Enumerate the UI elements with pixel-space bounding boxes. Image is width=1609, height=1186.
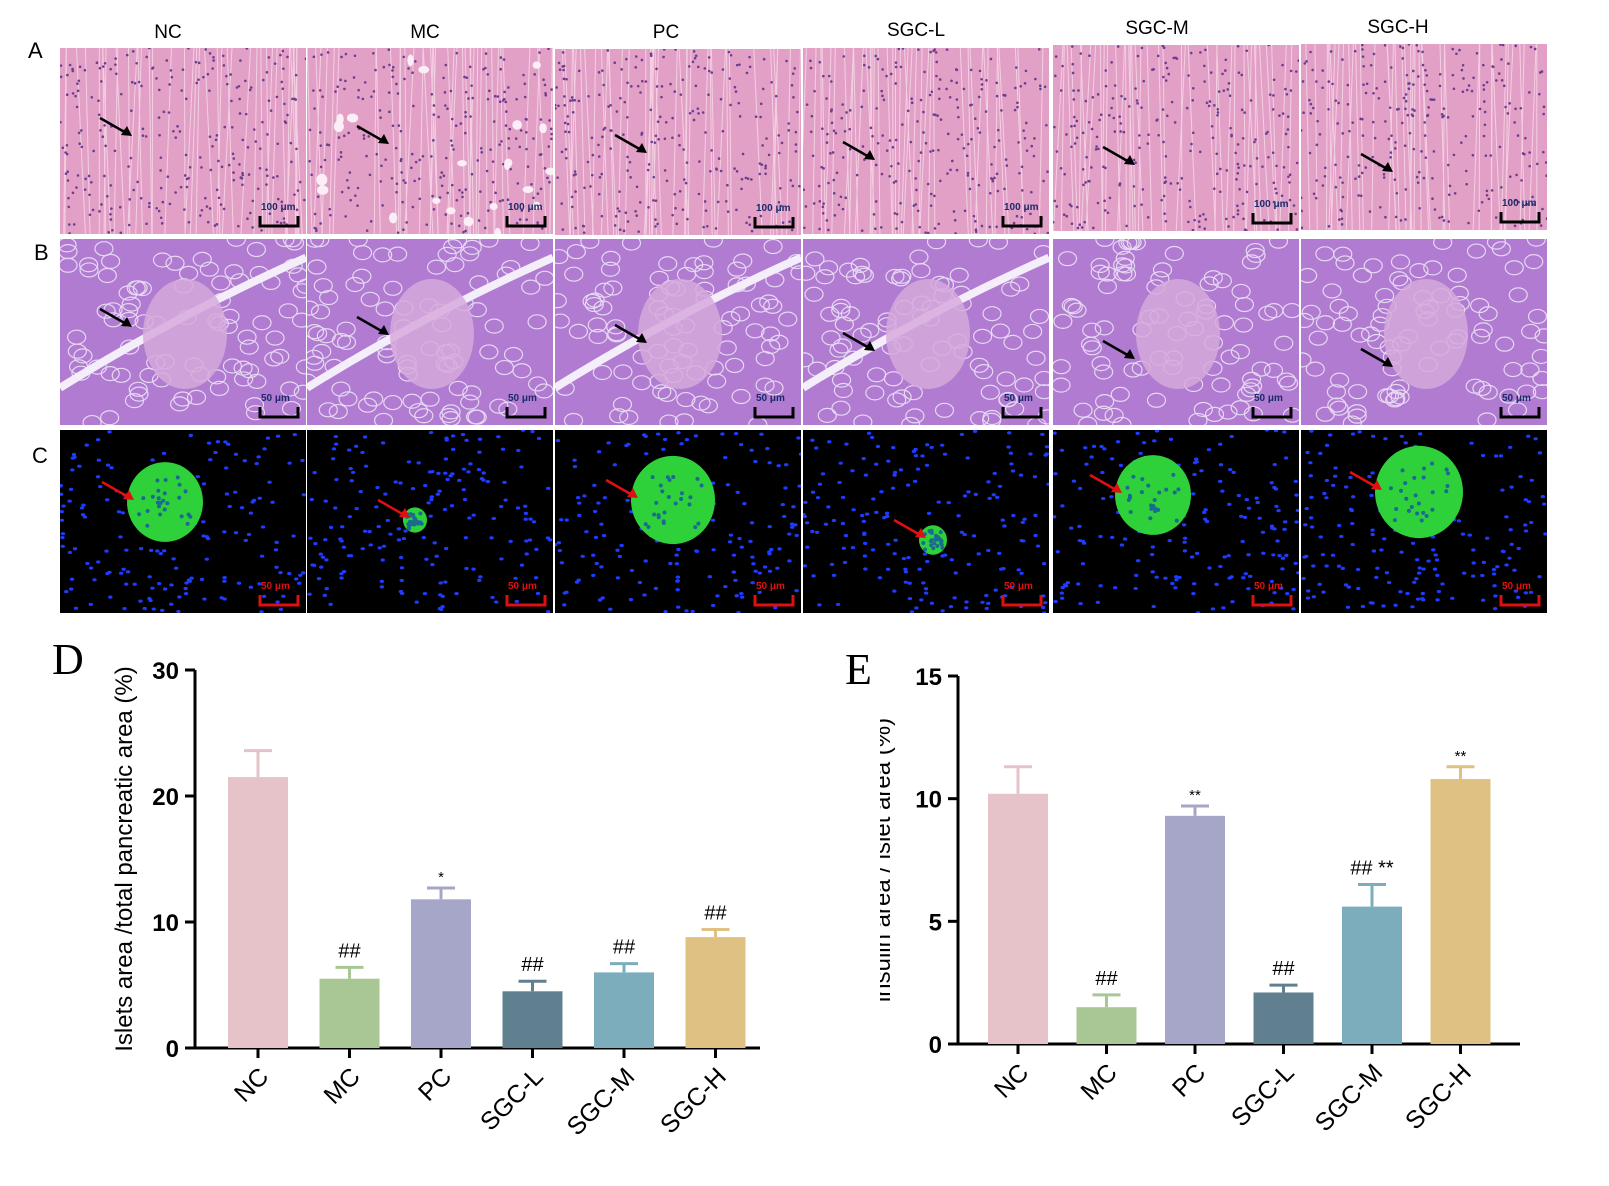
- micrograph-b-sgc-m: 50 μm: [1053, 239, 1299, 425]
- panel-label-a: A: [28, 38, 43, 63]
- x-tick-label: NC: [229, 1062, 274, 1107]
- scale-bar-label: 50 μm: [261, 393, 290, 404]
- x-tick-label: PC: [413, 1062, 457, 1106]
- column-label-sgc-m: SGC-M: [1125, 18, 1189, 39]
- significance-label: ##: [1272, 958, 1295, 980]
- scale-bar-label: 50 μm: [508, 581, 537, 592]
- scale-bar-label: 100 μm: [1254, 199, 1289, 210]
- y-tick-label: 30: [152, 658, 179, 685]
- y-tick-label: 0: [929, 1032, 942, 1059]
- y-tick-label: 10: [915, 787, 942, 814]
- significance-label: ##: [704, 903, 727, 925]
- chart-insulin-area: 0 5 10 15 insulin area / islet area (%) NC MC #…: [880, 664, 1520, 1137]
- bar-sgc-m: [1342, 906, 1402, 1044]
- scale-bar-label: 50 μm: [1254, 581, 1283, 592]
- bar-pc: [1165, 815, 1225, 1044]
- y-tick-label: 0: [166, 1036, 179, 1063]
- scale-bar-label: 100 μm: [508, 202, 543, 213]
- scale-bar-label: 100 μm: [1502, 198, 1537, 209]
- panel-label-e: E: [845, 645, 872, 694]
- x-tick-label: SGC-M: [562, 1062, 641, 1141]
- x-tick-label: MC: [1075, 1058, 1122, 1105]
- micrograph-c-sgc-h: 50 μm: [1301, 430, 1547, 613]
- y-tick-label: 15: [915, 664, 942, 691]
- column-label-mc: MC: [410, 22, 440, 43]
- micrograph-a-mc: 100 μm: [307, 48, 553, 234]
- chart-islets-area: 0 10 20 30 Islets area /total pancreatic are…: [111, 658, 760, 1141]
- bar-sgc-l: [1253, 992, 1314, 1044]
- significance-label: **: [1455, 748, 1467, 765]
- column-label-pc: PC: [652, 22, 680, 43]
- x-tick-label: MC: [318, 1062, 365, 1109]
- scale-bar-label: 50 μm: [1254, 393, 1283, 404]
- micrograph-a-nc: 100 μm: [60, 48, 306, 234]
- scale-bar-label: 50 μm: [756, 581, 785, 592]
- y-tick-label: 20: [152, 784, 179, 811]
- significance-label: ##: [338, 940, 361, 962]
- scale-bar-label: 50 μm: [1502, 393, 1531, 404]
- x-tick-label: NC: [989, 1058, 1034, 1103]
- micrograph-c-nc: 50 μm: [60, 430, 306, 613]
- x-tick-label: SGC-L: [1226, 1058, 1300, 1132]
- micrograph-c-mc: 50 μm: [307, 430, 553, 613]
- micrograph-c-sgc-l: 50 μm: [803, 430, 1049, 613]
- micrograph-b-pc: 50 μm: [555, 239, 801, 425]
- y-axis-title: insulin area / islet area (%): [880, 718, 896, 1002]
- micrograph-a-sgc-m: 100 μm: [1053, 45, 1299, 231]
- bar-nc: [228, 777, 288, 1048]
- column-label-sgc-l: SGC-L: [886, 20, 946, 41]
- bar-sgc-h: [1430, 779, 1491, 1044]
- bar-pc: [411, 899, 471, 1048]
- y-tick-label: 5: [929, 909, 942, 936]
- significance-label: ##: [521, 954, 544, 976]
- x-tick-label: PC: [1167, 1058, 1211, 1102]
- significance-label: *: [438, 869, 444, 886]
- bar-mc: [319, 978, 380, 1048]
- y-axis-title: Islets area /total pancreatic area (%): [111, 666, 138, 1052]
- micrograph-b-sgc-h: 50 μm: [1301, 239, 1547, 425]
- bar-sgc-m: [594, 972, 654, 1048]
- scale-bar-label: 50 μm: [1004, 581, 1033, 592]
- significance-label: ##: [613, 937, 636, 959]
- x-tick-label: SGC-H: [655, 1062, 732, 1139]
- column-label-sgc-h: SGC-H: [1367, 17, 1429, 38]
- scale-bar-label: 50 μm: [508, 393, 537, 404]
- micrograph-b-mc: 50 μm: [307, 239, 553, 425]
- panel-label-d: D: [52, 635, 84, 684]
- x-tick-label: SGC-L: [475, 1062, 549, 1136]
- micrograph-b-nc: 50 μm: [60, 239, 306, 425]
- column-label-nc: NC: [154, 22, 182, 43]
- panel-label-c: C: [32, 443, 48, 468]
- significance-label: ## **: [1350, 858, 1394, 880]
- scale-bar-label: 100 μm: [1004, 202, 1039, 213]
- y-tick-label: 10: [152, 910, 179, 937]
- micrograph-a-sgc-h: 100 μm: [1301, 44, 1547, 230]
- micrograph-a-pc: 100 μm: [555, 49, 801, 235]
- x-tick-label: SGC-H: [1400, 1058, 1477, 1135]
- significance-label: **: [1189, 787, 1201, 804]
- bar-nc: [988, 793, 1048, 1044]
- bar-sgc-h: [685, 937, 746, 1048]
- x-tick-label: SGC-M: [1310, 1058, 1389, 1137]
- scale-bar-label: 50 μm: [756, 393, 785, 404]
- bar-mc: [1076, 1007, 1137, 1044]
- micrograph-a-sgc-l: 100 μm: [803, 48, 1049, 234]
- micrograph-c-pc: 50 μm: [555, 430, 801, 613]
- significance-label: ##: [1095, 968, 1118, 990]
- scale-bar-label: 50 μm: [261, 581, 290, 592]
- scale-bar-label: 50 μm: [1502, 581, 1531, 592]
- micrograph-b-sgc-l: 50 μm: [803, 239, 1049, 425]
- bar-sgc-l: [502, 991, 563, 1048]
- micrograph-c-sgc-m: 50 μm: [1053, 430, 1299, 613]
- scale-bar-label: 50 μm: [1004, 393, 1033, 404]
- scale-bar-label: 100 μm: [756, 203, 791, 214]
- scale-bar-label: 100 μm: [261, 202, 296, 213]
- panel-label-b: B: [34, 240, 49, 265]
